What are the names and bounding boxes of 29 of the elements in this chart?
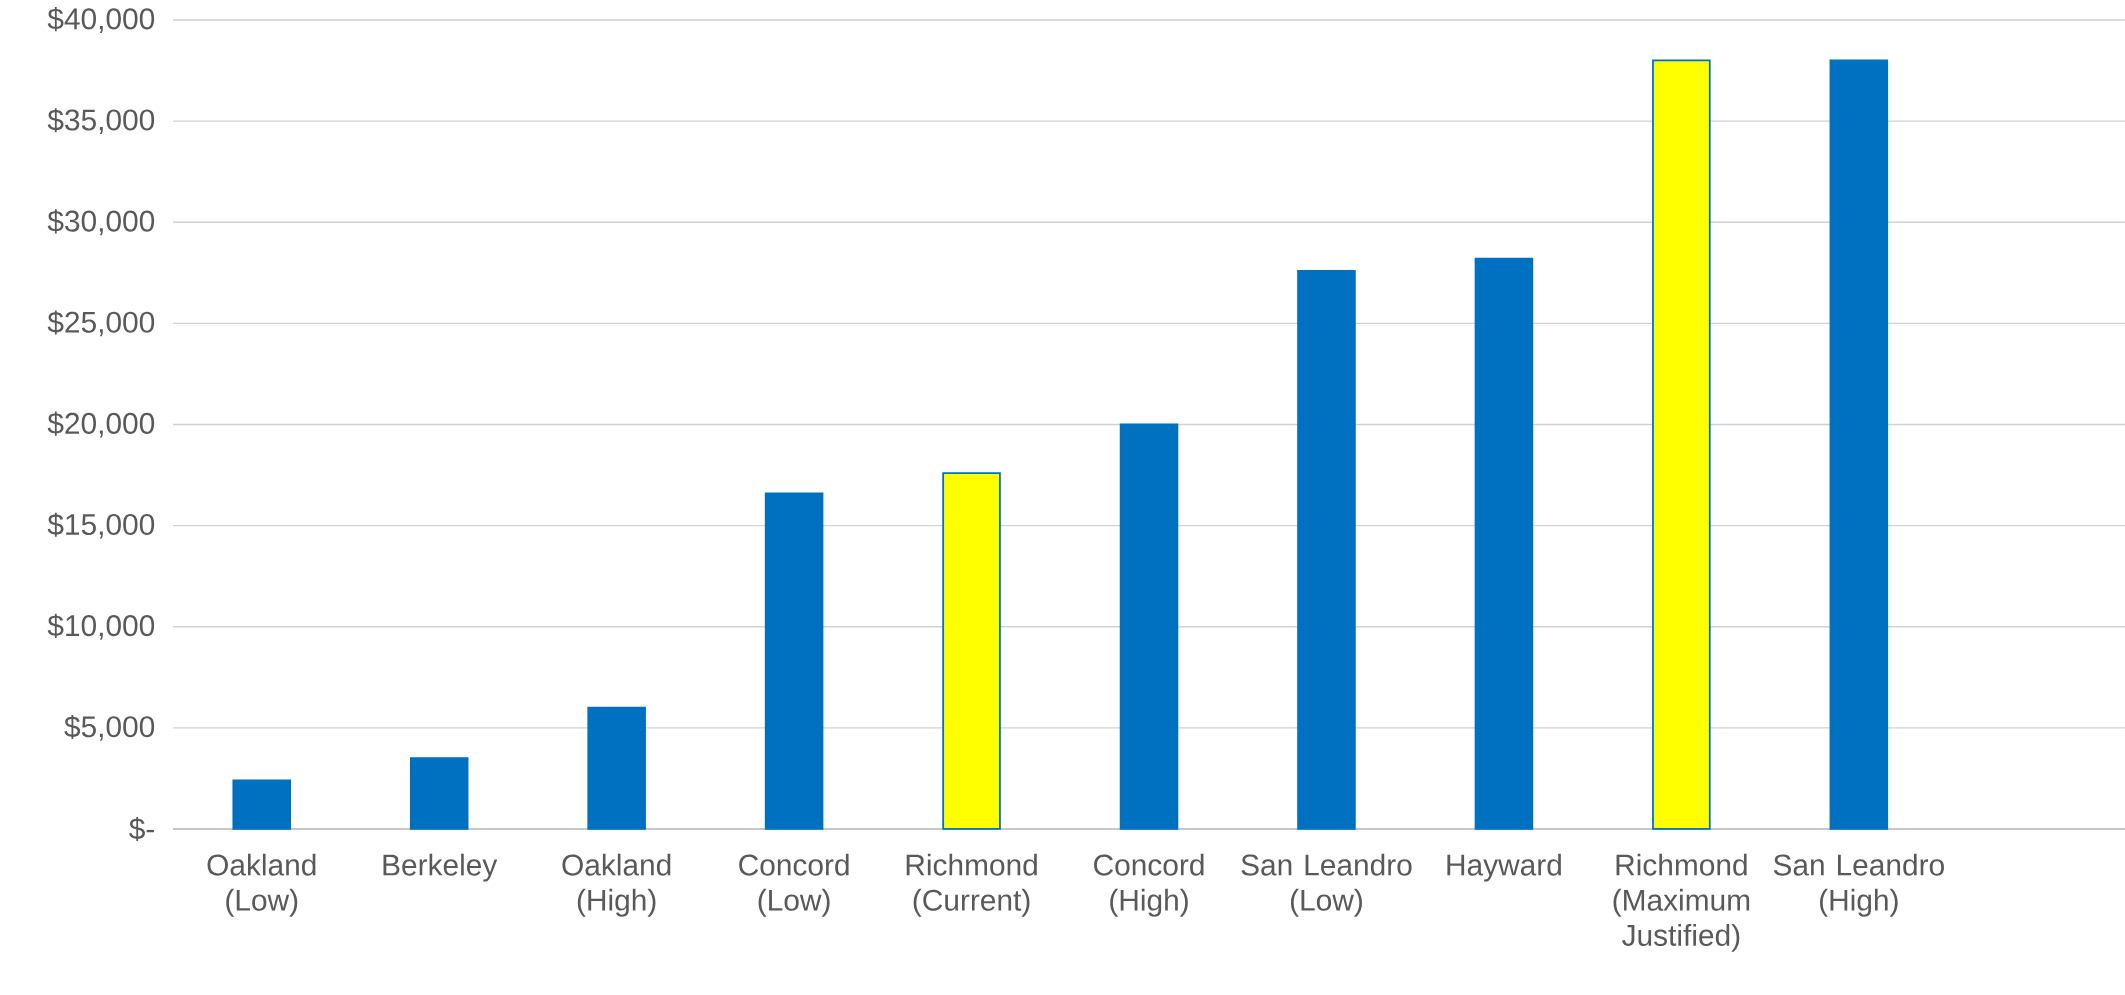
y-tick-label: $40,000 <box>47 7 155 33</box>
bar <box>942 472 1001 830</box>
x-tick-label: Concord (High) <box>1094 853 1204 917</box>
bar <box>1652 59 1711 830</box>
x-tick-label: Concord (Low) <box>739 853 849 917</box>
x-tick-label: Richmond (Maximum Justified) <box>1613 853 1750 952</box>
y-tick-label: $25,000 <box>47 310 155 337</box>
x-tick-label: Oakland (Low) <box>207 853 316 917</box>
y-tick-label: $10,000 <box>47 613 155 640</box>
bar <box>1119 423 1179 830</box>
y-tick-label: $30,000 <box>47 209 155 236</box>
x-tick-label: Richmond (Current) <box>906 853 1037 917</box>
x-tick-label: Oakland (High) <box>562 853 671 917</box>
y-tick-label: $20,000 <box>47 411 155 438</box>
bar <box>1297 269 1356 830</box>
y-tick-label: $35,000 <box>47 108 155 135</box>
x-tick-label: San Leandro (High) <box>1773 853 1944 917</box>
bar <box>232 779 292 830</box>
y-tick-label: $- <box>129 816 154 842</box>
bar <box>587 706 646 830</box>
x-tick-label: Berkeley <box>383 853 498 882</box>
x-tick-label: San Leandro (Low) <box>1241 853 1412 917</box>
x-tick-label: Hayward <box>1447 853 1561 882</box>
bar <box>1829 59 1889 830</box>
bar <box>1474 257 1534 830</box>
y-tick-label: $5,000 <box>64 714 155 741</box>
bar <box>764 492 824 830</box>
y-tick-label: $15,000 <box>47 512 155 539</box>
bar <box>409 757 469 830</box>
